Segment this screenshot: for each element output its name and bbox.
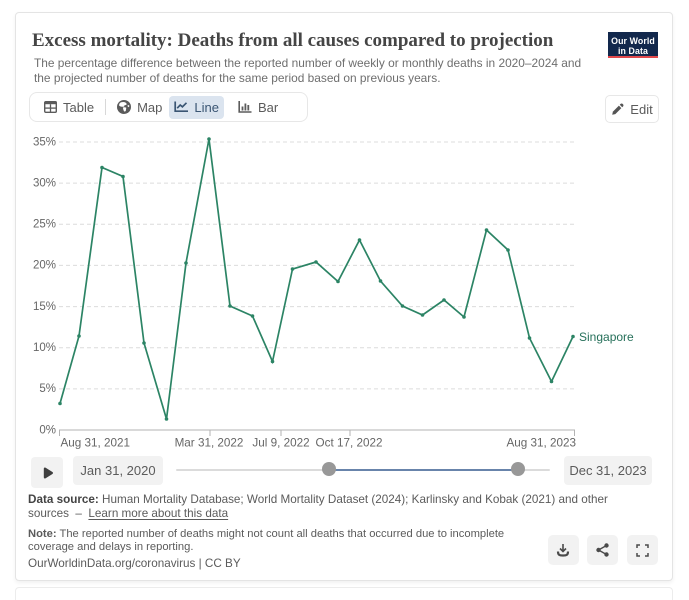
svg-text:Singapore: Singapore bbox=[579, 330, 634, 344]
svg-text:15%: 15% bbox=[33, 301, 56, 313]
svg-text:25%: 25% bbox=[33, 219, 56, 231]
svg-text:30%: 30% bbox=[33, 177, 56, 189]
svg-text:Oct 17, 2022: Oct 17, 2022 bbox=[316, 437, 383, 450]
svg-text:Mar 31, 2022: Mar 31, 2022 bbox=[175, 437, 244, 450]
svg-text:10%: 10% bbox=[33, 342, 56, 354]
svg-text:Aug 31, 2023: Aug 31, 2023 bbox=[506, 437, 576, 450]
svg-text:Aug 31, 2021: Aug 31, 2021 bbox=[61, 437, 131, 450]
svg-text:20%: 20% bbox=[33, 260, 56, 272]
svg-text:0%: 0% bbox=[39, 424, 56, 436]
svg-text:5%: 5% bbox=[39, 383, 56, 395]
svg-text:Jul 9, 2022: Jul 9, 2022 bbox=[252, 437, 309, 450]
svg-text:35%: 35% bbox=[33, 136, 56, 148]
